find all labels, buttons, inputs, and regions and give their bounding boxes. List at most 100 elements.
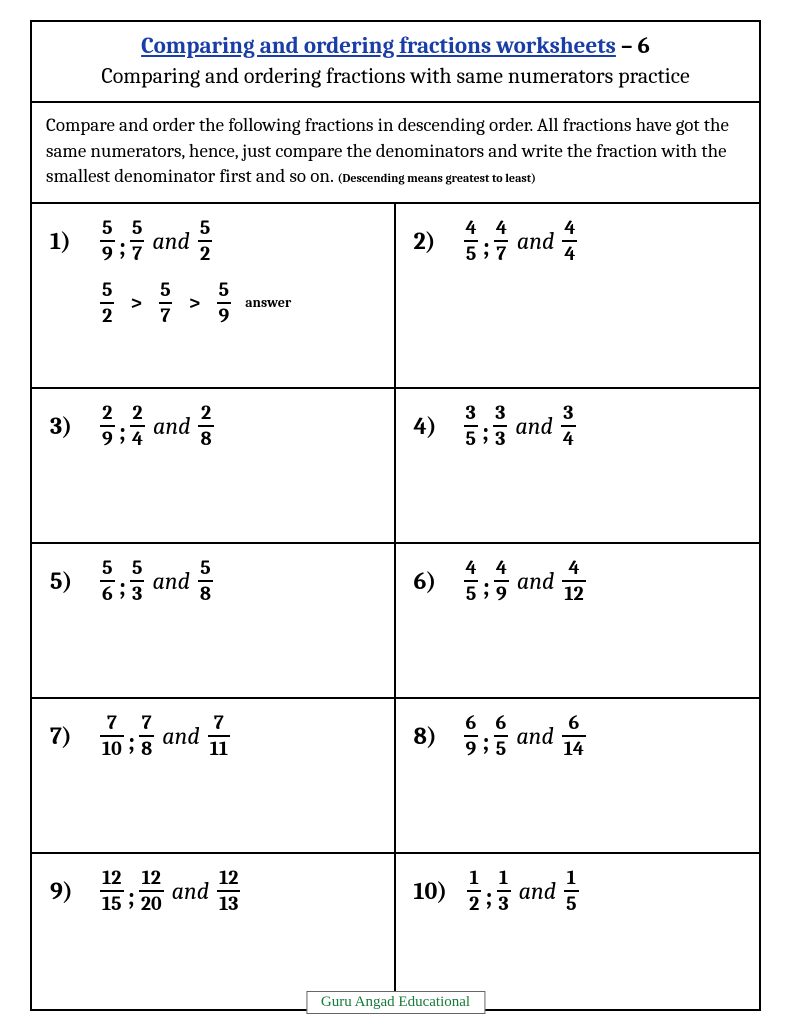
denominator: 9 [100,240,115,264]
fraction: 29 [100,403,115,449]
problem-cell: 3) 29;24and28 [32,389,396,544]
numerator: 4 [562,218,577,240]
separator: ; [119,232,126,264]
numerator: 2 [100,403,114,425]
numerator: 5 [198,218,212,240]
denominator: 5 [464,425,478,449]
fraction: 710 [100,713,124,759]
separator: ; [119,572,126,604]
numerator: 1 [497,868,510,890]
problem-number: 6) [414,567,444,595]
denominator: 13 [217,890,240,914]
denominator: 4 [562,240,577,264]
numerator: 7 [140,713,154,735]
denominator: 14 [562,735,586,759]
denominator: 2 [100,302,114,326]
fraction: 52 [198,218,212,264]
fraction: 1220 [139,868,164,914]
denominator: 5 [464,580,478,604]
fraction: 13 [497,868,511,914]
fraction: 1215 [100,868,124,914]
numerator: 6 [464,713,479,735]
numerator: 5 [130,218,144,240]
denominator: 5 [464,240,478,264]
fraction-expression: 69;65and614 [462,713,589,759]
numerator: 5 [130,558,144,580]
fraction: 56 [100,558,115,604]
and-word: and [519,877,556,905]
instructions-note: (Descending means greatest to least) [337,171,536,185]
problem-cell: 7)710;78and711 [32,699,396,854]
fraction: 412 [562,558,585,604]
problem-row: 6)45;49and412 [414,558,750,604]
problem-number: 3) [50,412,80,440]
problem-number: 8) [414,722,444,750]
title-link[interactable]: Comparing and ordering fractions workshe… [141,32,616,59]
fraction-expression: 29;24and28 [98,403,216,449]
fraction-expression: 710;78and711 [98,713,232,759]
numerator: 5 [100,280,114,302]
and-word: and [515,412,552,440]
numerator: 1 [468,868,481,890]
numerator: 3 [464,403,478,425]
problem-cell: 10)12;13and15 [396,854,760,1009]
denominator: 9 [100,425,115,449]
and-word: and [517,567,554,595]
fraction: 59 [217,280,232,326]
separator: ; [483,572,490,604]
worksheet-container: Comparing and ordering fractions workshe… [30,20,761,1011]
fraction-expression: 12;13and15 [465,868,580,914]
numerator: 5 [100,558,114,580]
numerator: 5 [198,558,212,580]
denominator: 7 [494,240,508,264]
denominator: 4 [130,425,145,449]
fraction-expression: 45;47and44 [462,218,580,264]
denominator: 12 [562,580,585,604]
and-word: and [517,227,554,255]
problem-cell: 8)69;65and614 [396,699,760,854]
denominator: 4 [561,425,576,449]
problems-grid: 1)59;57and5252>57>59answer2)45;47and443)… [32,204,759,1009]
numerator: 12 [100,868,123,890]
denominator: 2 [467,890,481,914]
numerator: 4 [464,218,479,240]
denominator: 9 [494,580,509,604]
fraction: 33 [493,403,507,449]
numerator: 6 [567,713,582,735]
denominator: 8 [198,580,213,604]
fraction: 57 [158,280,172,326]
fraction: 28 [198,403,213,449]
greater-than: > [189,291,201,314]
and-word: and [516,722,553,750]
numerator: 6 [494,713,509,735]
numerator: 4 [464,558,479,580]
numerator: 7 [105,713,119,735]
fraction: 65 [494,713,509,759]
numerator: 2 [199,403,213,425]
fraction: 58 [198,558,213,604]
and-word: and [172,877,209,905]
separator: ; [119,417,126,449]
problem-cell: 2)45;47and44 [396,204,760,389]
fraction: 15 [564,868,578,914]
denominator: 8 [198,425,213,449]
title-suffix: – 6 [616,32,650,59]
problem-row: 2)45;47and44 [414,218,750,264]
title-line: Comparing and ordering fractions workshe… [44,32,747,59]
denominator: 9 [464,735,479,759]
fraction: 35 [464,403,478,449]
problem-number: 4) [414,412,444,440]
fraction: 78 [139,713,154,759]
numerator: 4 [494,558,509,580]
and-word: and [152,227,189,255]
fraction-expression: 56;53and58 [98,558,215,604]
denominator: 15 [100,890,124,914]
fraction-expression: 59;57and52 [98,218,214,264]
denominator: 3 [497,890,511,914]
problem-number: 1) [50,227,80,255]
separator: ; [483,232,490,264]
numerator: 4 [566,558,581,580]
fraction: 34 [561,403,576,449]
fraction: 57 [130,218,144,264]
fraction: 45 [464,558,479,604]
